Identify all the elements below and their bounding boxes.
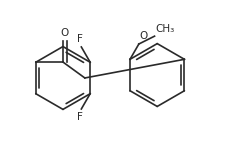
Text: F: F bbox=[77, 34, 83, 44]
Text: O: O bbox=[139, 31, 147, 41]
Text: O: O bbox=[60, 28, 68, 38]
Text: F: F bbox=[77, 112, 83, 122]
Text: CH₃: CH₃ bbox=[155, 24, 174, 34]
